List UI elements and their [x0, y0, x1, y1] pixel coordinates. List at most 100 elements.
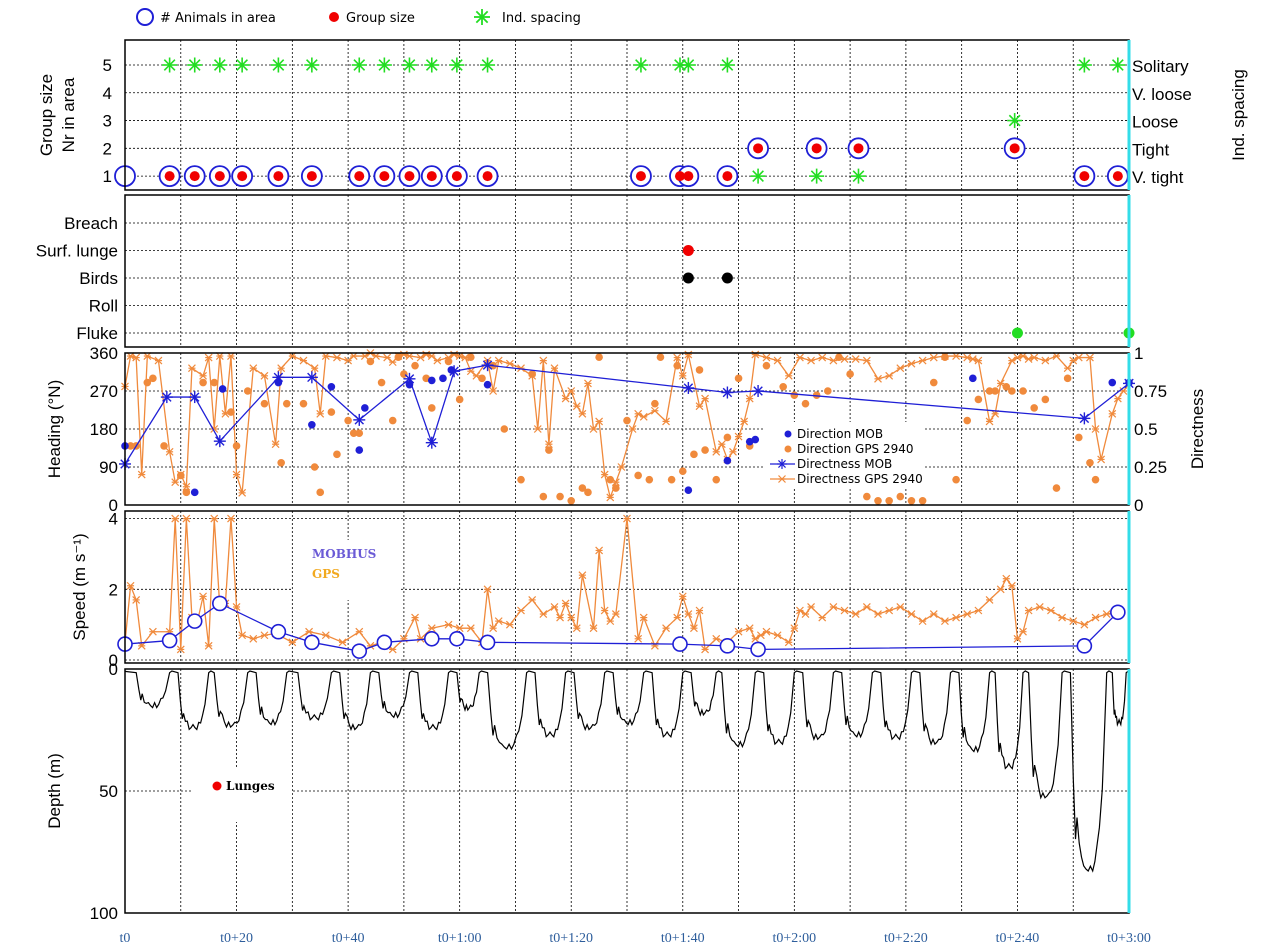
spacing-marker: [234, 57, 250, 73]
directness-gps-marker: [773, 356, 782, 365]
speed-mobhus-marker: [719, 638, 736, 654]
directness-gps-marker: [896, 364, 905, 373]
spacing-marker: [633, 57, 649, 73]
speed-gps-marker: [684, 610, 693, 618]
speed-mobhus-marker: [1110, 604, 1126, 621]
directness-gps-marker: [550, 364, 559, 373]
direction-gps-point: [327, 408, 336, 416]
legend-spacing-asterisk-stroke: [475, 10, 489, 24]
directness-gps-marker: [717, 440, 726, 449]
speed-gps-marker: [411, 613, 419, 622]
speed-gps-marker: [171, 514, 180, 523]
spacing-marker: [162, 57, 178, 73]
spacing-marker: [212, 57, 228, 73]
direction-mob-point: [274, 378, 283, 387]
category-label: Roll: [89, 297, 118, 316]
spacing-marker: [719, 57, 735, 73]
legend-directness-gps-label: Directness GPS 2940: [797, 472, 923, 486]
speed-gps-marker: [305, 627, 313, 636]
directness-gps-marker: [1097, 455, 1106, 464]
directness-gps-marker: [154, 356, 163, 365]
speed-mobhus-marker: [672, 636, 688, 652]
group-size-marker: [683, 171, 694, 182]
spacing-marker: [809, 168, 825, 184]
speed-gps-marker: [589, 624, 598, 633]
directness-gps-marker: [1108, 409, 1117, 418]
direction-gps-point: [366, 357, 375, 366]
directness-gps-marker: [249, 364, 258, 373]
directness-gps-marker: [333, 353, 341, 362]
direction-mob-point: [723, 456, 732, 465]
speed-gps-marker: [896, 603, 905, 611]
speed-gps-marker: [1091, 613, 1100, 622]
direction-gps-point: [695, 366, 704, 374]
behaviour-point: [682, 272, 694, 284]
speed-mobhus-marker: [186, 613, 203, 629]
speed-gps-marker: [126, 581, 135, 590]
direction-gps-point: [182, 488, 191, 497]
speed-gps-marker: [1046, 606, 1055, 615]
direction-gps-point: [651, 399, 659, 408]
x-tick-label: t0+40: [332, 931, 365, 946]
direction-gps-point: [874, 496, 882, 505]
directness-gps-marker: [595, 417, 604, 426]
directness-gps-marker: [561, 394, 570, 403]
directness-gps-marker: [1063, 364, 1072, 373]
directness-gps-marker: [968, 355, 977, 364]
directness-gps-marker: [712, 447, 721, 456]
directness-gps-marker: [132, 353, 141, 362]
spacing-marker: [304, 57, 320, 73]
direction-gps-point: [310, 463, 319, 471]
direction-gps-point: [539, 492, 548, 501]
directness-gps-marker: [433, 356, 442, 365]
speed-gps-marker: [489, 624, 498, 633]
direction-gps-point: [712, 475, 721, 484]
direction-gps-point: [606, 475, 615, 484]
directness-gps-marker: [567, 387, 576, 395]
directness-mob-marker: [425, 436, 438, 449]
speed-mobhus-marker: [423, 630, 440, 647]
speed-gps-marker: [148, 627, 157, 636]
direction-gps-point: [126, 442, 135, 450]
directness-mob-marker: [682, 381, 695, 394]
direction-gps-point: [1002, 382, 1011, 391]
directness-gps-marker: [271, 440, 280, 449]
directness-gps-marker: [606, 493, 615, 502]
group-size-marker: [1079, 171, 1090, 182]
depth-annotation-box: [192, 768, 292, 822]
spacing-marker: [1076, 57, 1092, 73]
directness-gps-marker: [650, 406, 659, 415]
spacing-marker: [401, 57, 417, 73]
group-panel: 1 2 3 4 5 Solitary V. loose Loose Tight V. tight G…: [37, 39, 1248, 191]
speed-gps-marker: [773, 631, 782, 640]
speed-gps-marker: [734, 627, 743, 636]
legend-marker-group-size: [329, 12, 339, 22]
speed-gps-marker: [595, 546, 604, 555]
direction-gps-point: [567, 496, 576, 505]
speed-gps-marker: [517, 606, 525, 615]
x-axis: t0 t0+20 t0+40 t0+1:00 t0+1:20 t0+1:40 t0+2:00…: [120, 931, 1151, 946]
speed-gps-marker: [416, 634, 425, 643]
direction-gps-point: [377, 378, 386, 387]
direction-gps-point: [478, 374, 486, 383]
y-tick-label: 4: [103, 84, 112, 103]
directness-mob-marker: [353, 413, 366, 426]
direction-gps-point: [584, 488, 592, 497]
directness-gps-marker: [745, 394, 754, 403]
direction-gps-point: [545, 446, 553, 454]
spacing-marker-stroke: [378, 59, 391, 71]
speed-annotation-box: [293, 540, 401, 600]
behaviour-point: [721, 272, 733, 284]
directness-gps-marker: [751, 350, 760, 359]
direction-gps-point: [1075, 433, 1083, 442]
direction-mob-point: [447, 366, 456, 374]
directness-gps-marker: [639, 412, 648, 421]
directness-gps-marker: [807, 356, 815, 365]
directness-mob-marker: [213, 435, 226, 448]
category-label: Birds: [79, 269, 118, 288]
speed-gps-marker: [807, 603, 815, 611]
right-tick-label: V. tight: [1132, 168, 1184, 187]
directness-gps-marker: [985, 417, 994, 426]
spacing-marker-stroke: [403, 59, 416, 71]
speed-gps-marker: [941, 617, 949, 626]
